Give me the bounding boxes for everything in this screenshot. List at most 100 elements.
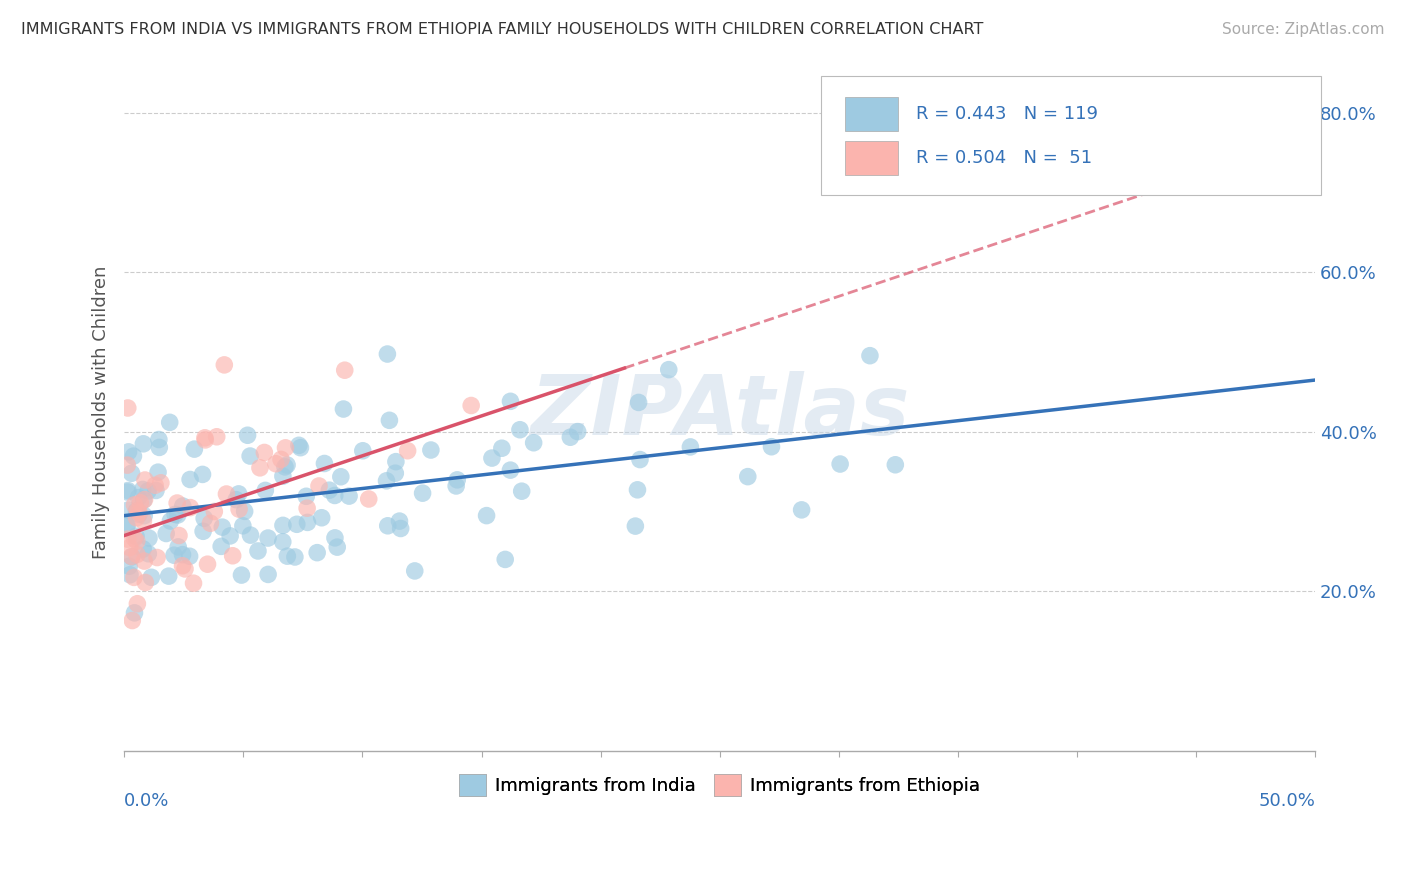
Point (378, 413, 401, 427)
Point (122, 570, 145, 584)
Point (246, 544, 269, 558)
Point (475, 508, 498, 523)
Point (737, 469, 759, 483)
Point (318, 483, 340, 498)
Point (124, 532, 146, 546)
Point (790, 503, 813, 517)
Point (396, 443, 419, 458)
Point (121, 549, 143, 564)
Point (239, 528, 262, 542)
FancyBboxPatch shape (821, 77, 1322, 195)
Text: R = 0.443   N = 119: R = 0.443 N = 119 (917, 104, 1098, 123)
Point (121, 467, 143, 481)
Point (228, 502, 250, 516)
Point (494, 552, 516, 566)
Y-axis label: Family Households with Children: Family Households with Children (93, 265, 110, 558)
Point (232, 518, 254, 533)
Point (159, 514, 181, 528)
Point (388, 514, 411, 528)
Point (271, 534, 294, 549)
Point (146, 550, 169, 565)
Point (141, 570, 163, 584)
Point (118, 559, 141, 574)
Point (145, 483, 167, 498)
Point (138, 531, 160, 545)
Point (337, 489, 360, 503)
Point (221, 549, 243, 563)
Point (167, 528, 190, 542)
Point (326, 540, 349, 554)
Point (233, 504, 256, 518)
Point (146, 465, 169, 479)
Point (172, 548, 194, 562)
Point (626, 483, 648, 497)
Point (253, 445, 276, 459)
Point (134, 492, 156, 507)
Point (132, 437, 155, 451)
Text: IMMIGRANTS FROM INDIA VS IMMIGRANTS FROM ETHIOPIA FAMILY HOUSEHOLDS WITH CHILDRE: IMMIGRANTS FROM INDIA VS IMMIGRANTS FROM… (21, 22, 983, 37)
Point (211, 520, 233, 534)
Point (172, 558, 194, 573)
Point (323, 531, 346, 545)
Point (117, 503, 139, 517)
Point (658, 362, 681, 376)
Point (132, 514, 155, 528)
Point (136, 547, 159, 561)
Point (236, 428, 259, 442)
Legend: Immigrants from India, Immigrants from Ethiopia: Immigrants from India, Immigrants from E… (451, 766, 987, 803)
Point (117, 458, 139, 472)
Point (124, 606, 146, 620)
Point (115, 519, 138, 533)
Point (117, 445, 139, 459)
Point (125, 534, 148, 549)
Point (830, 457, 852, 471)
Point (284, 549, 307, 564)
Point (523, 435, 546, 450)
Point (510, 484, 533, 499)
Point (117, 532, 139, 546)
Point (385, 455, 408, 469)
Point (121, 614, 143, 628)
Point (404, 564, 426, 578)
Point (194, 431, 217, 445)
Point (307, 546, 329, 560)
Point (136, 483, 159, 498)
Point (446, 473, 468, 487)
Point (117, 483, 139, 498)
Point (679, 440, 702, 454)
Point (231, 568, 253, 582)
Point (191, 467, 214, 482)
Point (157, 569, 180, 583)
Point (167, 540, 190, 554)
Point (205, 430, 228, 444)
Point (134, 508, 156, 523)
Point (120, 549, 142, 564)
Point (333, 363, 356, 377)
Point (311, 510, 333, 524)
Point (295, 501, 318, 516)
Point (314, 457, 336, 471)
Point (174, 562, 197, 576)
Point (129, 496, 152, 510)
Point (295, 489, 318, 503)
Text: 50.0%: 50.0% (1258, 791, 1315, 810)
Point (274, 459, 297, 474)
Point (419, 443, 441, 458)
Point (270, 452, 292, 467)
Point (509, 423, 531, 437)
Point (628, 452, 651, 467)
Point (179, 500, 201, 515)
Point (143, 478, 166, 492)
Point (288, 438, 311, 452)
Point (225, 492, 247, 507)
Point (214, 358, 236, 372)
Point (567, 425, 589, 439)
Point (481, 451, 503, 466)
Point (239, 449, 262, 463)
Point (389, 521, 412, 535)
Point (884, 458, 907, 472)
Point (624, 519, 647, 533)
Point (134, 473, 156, 487)
Point (264, 457, 287, 471)
Text: 0.0%: 0.0% (124, 791, 170, 810)
